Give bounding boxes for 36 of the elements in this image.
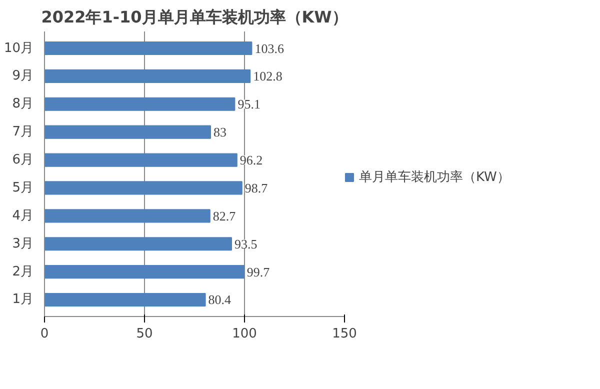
bar: [44, 97, 236, 111]
y-tick-label: 8月: [12, 96, 34, 112]
legend-label: 单月单车装机功率（KW）: [359, 169, 510, 186]
bar: [44, 181, 242, 195]
data-label: 80.4: [208, 292, 232, 308]
y-tick-label: 1月: [12, 292, 34, 308]
x-tick-label: 100: [232, 326, 257, 342]
bar: [44, 125, 211, 139]
data-label: 95.1: [238, 96, 260, 112]
y-tick-label: 4月: [12, 208, 34, 224]
y-tick-label: 2月: [12, 264, 34, 280]
data-label: 103.6: [254, 40, 284, 56]
bar: [44, 209, 210, 223]
data-label: 102.8: [253, 68, 282, 84]
data-label: 98.7: [244, 180, 268, 196]
data-label: 96.2: [240, 152, 263, 168]
bar: [44, 292, 206, 307]
y-tick-label: 9月: [12, 68, 34, 84]
y-tick-label: 3月: [12, 236, 34, 252]
bar: [44, 237, 232, 251]
y-tick-label: 6月: [12, 152, 34, 168]
bar: [44, 41, 252, 56]
data-label: 83: [214, 124, 226, 140]
bar: [44, 69, 251, 83]
y-tick-label: 7月: [12, 124, 34, 140]
bar: [44, 265, 244, 279]
chart-title: 2022年1-10月单月单车装机功率（KW）: [41, 8, 348, 26]
x-tick-label: 0: [40, 326, 49, 342]
y-tick-label: 10月: [4, 40, 34, 56]
y-tick-label: 5月: [12, 180, 34, 196]
bar: [44, 153, 238, 167]
x-tick-label: 50: [136, 326, 153, 342]
data-label: 99.7: [246, 264, 270, 280]
data-label: 82.7: [212, 208, 236, 224]
x-tick-label: 150: [332, 326, 357, 342]
data-label: 93.5: [234, 236, 258, 252]
